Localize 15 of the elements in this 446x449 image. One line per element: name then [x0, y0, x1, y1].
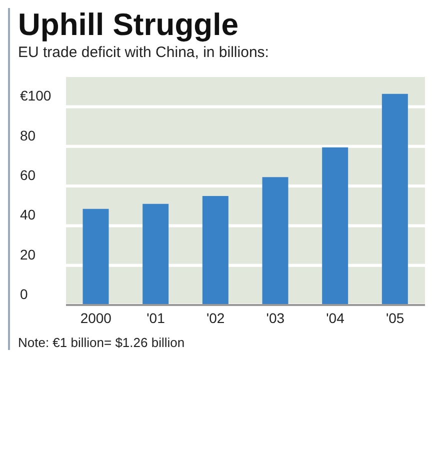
- y-tick-label: €100: [20, 88, 52, 104]
- y-tick-label: 80: [20, 127, 36, 144]
- y-tick-label: 40: [20, 206, 36, 223]
- x-tick-label: 2000: [80, 310, 112, 326]
- y-tick-label: 0: [20, 286, 28, 302]
- chart-subtitle: EU trade deficit with China, in billions:: [18, 44, 270, 61]
- text: Note: €1 billion= $1.26 billion: [18, 335, 186, 350]
- y-tick-label: 20: [20, 246, 36, 262]
- x-tick-label: '02: [206, 310, 225, 326]
- x-tick-label: '04: [326, 310, 345, 326]
- chart-title: Uphill Struggle: [18, 7, 240, 42]
- x-tick-label: '03: [266, 310, 285, 326]
- y-tick-label: 60: [20, 167, 36, 184]
- x-tick-label: '05: [386, 310, 404, 326]
- x-tick-label: '01: [146, 310, 166, 326]
